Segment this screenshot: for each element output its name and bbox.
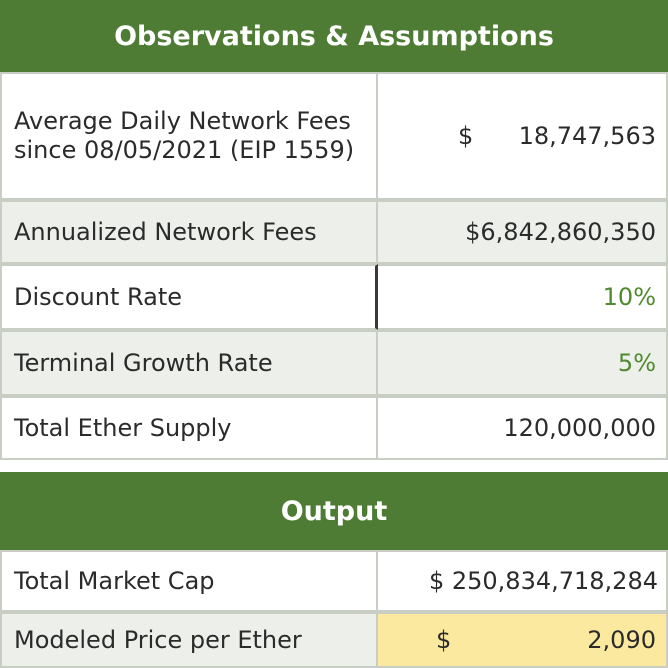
row-value: 10% — [378, 264, 668, 330]
table-row-modeled-price: Modeled Price per Ether $ 2,090 — [0, 612, 668, 668]
row-value: $ 18,747,563 — [378, 72, 668, 200]
table-row-average-daily-fees: Average Daily Network Fees since 08/05/2… — [0, 72, 668, 200]
observations-title: Observations & Assumptions — [114, 20, 554, 52]
table-row-total-ether-supply: Total Ether Supply 120,000,000 — [0, 396, 668, 460]
row-value: 5% — [378, 330, 668, 396]
observations-header: Observations & Assumptions — [0, 0, 668, 72]
currency-symbol: $ — [458, 122, 474, 150]
row-label: Modeled Price per Ether — [0, 612, 378, 668]
row-label: Discount Rate — [0, 264, 378, 330]
row-label: Annualized Network Fees — [0, 200, 378, 264]
output-title: Output — [280, 495, 388, 527]
value-amount: 2,090 — [587, 626, 656, 654]
table-row-terminal-growth-rate: Terminal Growth Rate 5% — [0, 330, 668, 396]
output-header: Output — [0, 472, 668, 550]
currency-symbol: $ — [436, 626, 452, 654]
table-row-total-market-cap: Total Market Cap $ 250,834,718,284 — [0, 550, 668, 612]
table-row-annualized-fees: Annualized Network Fees $6,842,860,350 — [0, 200, 668, 264]
table-row-discount-rate: Discount Rate 10% — [0, 264, 668, 330]
value-amount: 18,747,563 — [518, 122, 656, 150]
row-label: Total Market Cap — [0, 550, 378, 612]
row-value: $6,842,860,350 — [378, 200, 668, 264]
row-value: $ 250,834,718,284 — [378, 550, 668, 612]
row-label: Average Daily Network Fees since 08/05/2… — [0, 72, 378, 200]
row-value-highlighted: $ 2,090 — [378, 612, 668, 668]
row-label: Terminal Growth Rate — [0, 330, 378, 396]
row-value: 120,000,000 — [378, 396, 668, 460]
row-label: Total Ether Supply — [0, 396, 378, 460]
